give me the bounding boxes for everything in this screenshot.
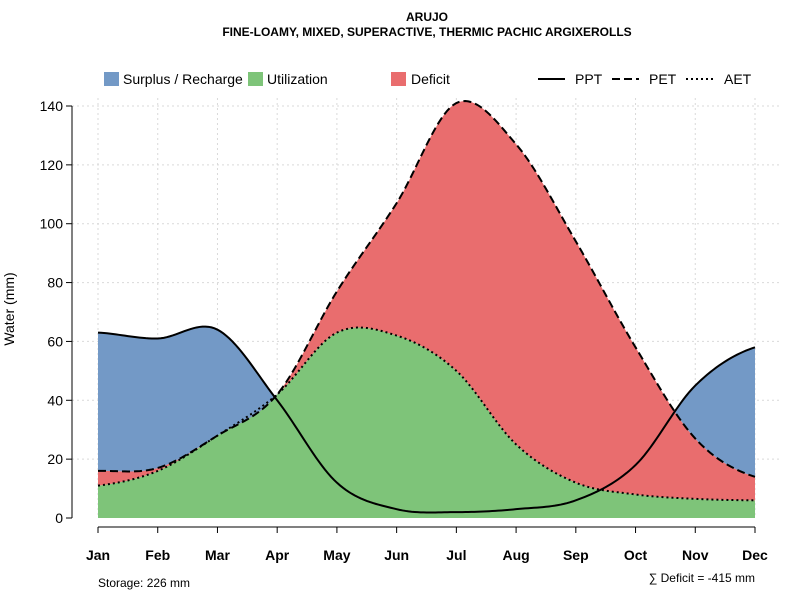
x-tick-label-jul: Jul <box>446 547 466 563</box>
y-tick-label-20: 20 <box>47 451 63 467</box>
x-tick-label-may: May <box>323 547 350 563</box>
x-tick-label-aug: Aug <box>502 547 529 563</box>
series-line-pet <box>97 100 756 478</box>
x-tick-label-oct: Oct <box>624 547 648 563</box>
x-tick-label-nov: Nov <box>682 547 709 563</box>
legend-label-pet: PET <box>649 71 677 87</box>
x-tick-label-mar: Mar <box>205 547 230 563</box>
y-tick-label-40: 40 <box>47 392 63 408</box>
legend: Surplus / Recharge Utilization Deficit P… <box>104 71 752 87</box>
y-axis-label: Water (mm) <box>1 272 17 345</box>
deficit-annotation: ∑ Deficit = -415 mm <box>649 571 755 585</box>
chart-title: ARUJO <box>406 10 448 24</box>
x-tick-label-apr: Apr <box>265 547 290 563</box>
legend-label-deficit: Deficit <box>411 71 450 87</box>
y-tick-label-0: 0 <box>55 510 63 526</box>
y-tick-label-100: 100 <box>40 216 64 232</box>
series-line-ppt <box>97 325 756 514</box>
utilization-area <box>98 327 755 518</box>
legend-label-utilization: Utilization <box>267 71 328 87</box>
line-layer <box>97 100 756 514</box>
legend-label-ppt: PPT <box>575 71 603 87</box>
x-tick-label-jun: Jun <box>384 547 409 563</box>
y-tick-label-120: 120 <box>40 157 64 173</box>
x-tick-label-jan: Jan <box>86 547 110 563</box>
legend-swatch-deficit <box>391 72 406 86</box>
axis-layer: 0 20 40 60 80 100 120 140 Jan Feb Mar Apr May Jun Jul A… <box>40 98 768 563</box>
area-layer <box>98 101 755 518</box>
chart-subtitle: FINE-LOAMY, MIXED, SUPERACTIVE, THERMIC … <box>222 25 631 39</box>
y-tick-label-140: 140 <box>40 98 64 114</box>
x-tick-label-feb: Feb <box>145 547 170 563</box>
legend-swatch-surplus <box>104 72 119 86</box>
legend-swatch-utilization <box>248 72 263 86</box>
legend-label-surplus: Surplus / Recharge <box>123 71 243 87</box>
surplus-recharge-area <box>98 101 755 477</box>
storage-annotation: Storage: 226 mm <box>98 576 190 590</box>
y-tick-label-60: 60 <box>47 333 63 349</box>
legend-label-aet: AET <box>724 71 752 87</box>
x-tick-label-sep: Sep <box>563 547 589 563</box>
x-tick-label-dec: Dec <box>742 547 768 563</box>
y-tick-label-80: 80 <box>47 275 63 291</box>
deficit-area <box>98 101 755 501</box>
